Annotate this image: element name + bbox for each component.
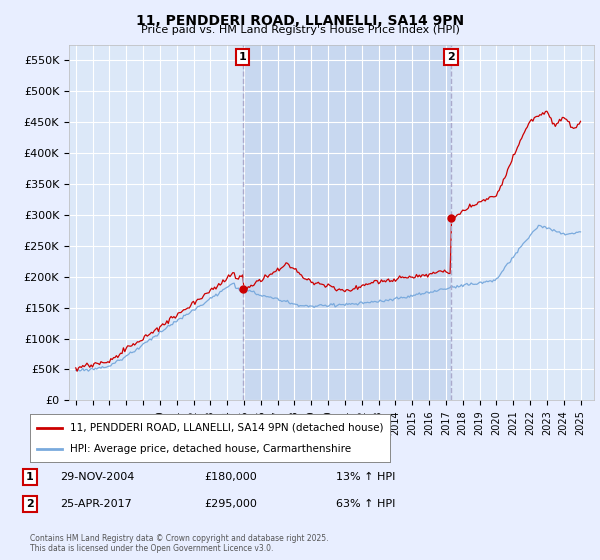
Bar [242, 45, 451, 400]
Text: 11, PENDDERI ROAD, LLANELLI, SA14 9PN: 11, PENDDERI ROAD, LLANELLI, SA14 9PN [136, 14, 464, 28]
Text: 1: 1 [26, 472, 34, 482]
Text: 13% ↑ HPI: 13% ↑ HPI [336, 472, 395, 482]
Text: 11, PENDDERI ROAD, LLANELLI, SA14 9PN (detached house): 11, PENDDERI ROAD, LLANELLI, SA14 9PN (d… [70, 423, 383, 433]
Text: 2: 2 [26, 499, 34, 509]
Text: 25-APR-2017: 25-APR-2017 [60, 499, 132, 509]
Text: Price paid vs. HM Land Registry's House Price Index (HPI): Price paid vs. HM Land Registry's House … [140, 25, 460, 35]
Text: HPI: Average price, detached house, Carmarthenshire: HPI: Average price, detached house, Carm… [70, 444, 351, 454]
Text: 2: 2 [447, 52, 455, 62]
Text: £180,000: £180,000 [204, 472, 257, 482]
Text: 29-NOV-2004: 29-NOV-2004 [60, 472, 134, 482]
Text: Contains HM Land Registry data © Crown copyright and database right 2025.
This d: Contains HM Land Registry data © Crown c… [30, 534, 329, 553]
Text: 1: 1 [239, 52, 247, 62]
Text: 63% ↑ HPI: 63% ↑ HPI [336, 499, 395, 509]
Text: £295,000: £295,000 [204, 499, 257, 509]
